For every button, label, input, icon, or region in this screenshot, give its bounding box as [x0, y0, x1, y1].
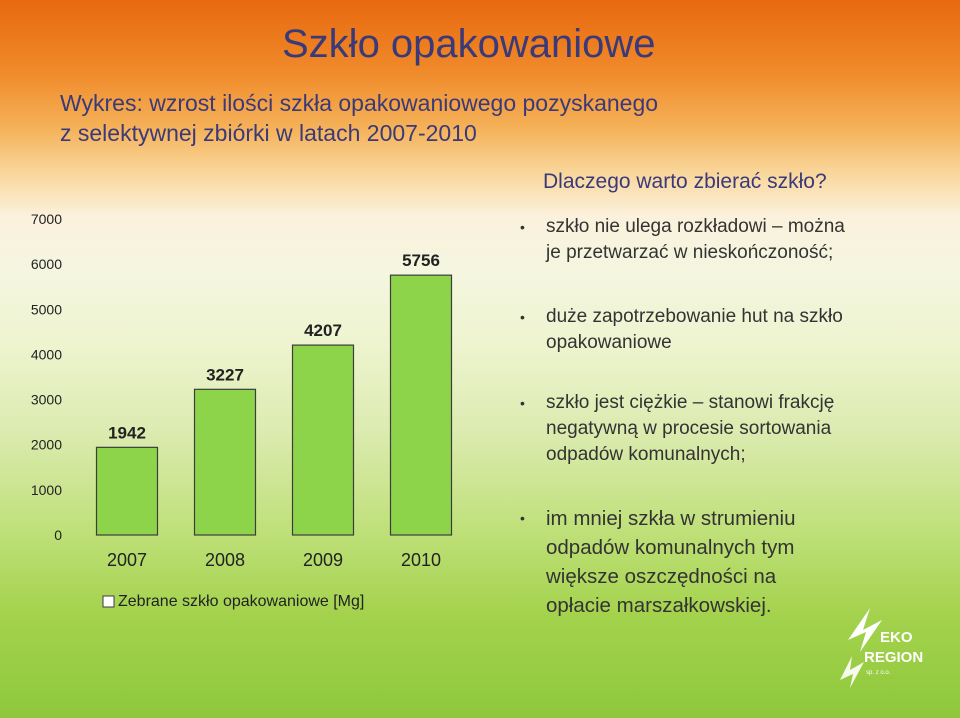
logo-text-eko: EKO [880, 629, 913, 646]
y-tick-label: 3000 [31, 392, 62, 408]
eko-region-logo: EKO REGION sp. z o.o. [840, 608, 923, 688]
panel-heading: Dlaczego warto zbierać szkło? [543, 170, 827, 193]
bullet-dot-icon: • [520, 219, 525, 235]
bullet-4: • im mniej szkła w strumieniu odpadów ko… [520, 504, 940, 620]
bar-data-label: 5756 [402, 251, 440, 270]
bullet-3-line-3: odpadów komunalnych; [546, 444, 746, 465]
bar-data-labels: 1942 3227 4207 5756 [108, 251, 440, 442]
bar-data-label: 1942 [108, 423, 146, 442]
legend-swatch [102, 595, 115, 608]
bullet-2: • duże zapotrzebowanie hut na szkło opak… [520, 304, 940, 356]
bullet-dot-icon: • [520, 309, 525, 325]
bar [389, 274, 453, 536]
subtitle-line-1: Wykres: wzrost ilości szkła opakowaniowe… [60, 90, 659, 116]
leaf-icon [848, 608, 882, 652]
logo-tagline: sp. z o.o. [866, 670, 891, 676]
x-tick-label: 2010 [401, 550, 441, 570]
bullet-1: • szkło nie ulega rozkładowi – można je … [520, 214, 940, 266]
bullet-dot-icon: • [520, 510, 525, 526]
bullet-4-line-3: większe oszczędności na [546, 565, 777, 588]
bar-data-label: 4207 [304, 321, 342, 340]
chart-subtitle: Wykres: wzrost ilości szkła opakowaniowe… [60, 88, 700, 148]
bullet-1-line-2: je przetwarzać w nieskończoność; [546, 242, 834, 263]
bullet-2-line-2: opakowaniowe [546, 332, 672, 353]
y-tick-label: 0 [54, 527, 62, 543]
y-axis-ticks: 0 1000 2000 3000 4000 5000 6000 7000 [31, 211, 62, 543]
bars [95, 274, 453, 536]
bullet-4-line-2: odpadów komunalnych tym [546, 536, 795, 559]
bullet-4-line-4: opłacie marszałkowskiej. [546, 594, 772, 617]
y-tick-label: 1000 [31, 482, 62, 498]
y-tick-label: 5000 [31, 301, 62, 317]
page-title: Szkło opakowaniowe [282, 22, 656, 66]
x-tick-label: 2007 [107, 550, 147, 570]
y-tick-label: 6000 [31, 256, 62, 272]
bar [193, 388, 257, 536]
bar [291, 344, 355, 536]
bar [95, 446, 159, 536]
bullet-1-line-1: szkło nie ulega rozkładowi – można [546, 216, 845, 237]
bullet-3-line-1: szkło jest ciężkie – stanowi frakcję [546, 392, 835, 413]
legend-label: Zebrane szkło opakowaniowe [Mg] [118, 593, 364, 610]
x-axis-ticks: 2007 2008 2009 2010 [107, 550, 441, 570]
y-tick-label: 4000 [31, 346, 62, 362]
x-tick-label: 2008 [205, 550, 245, 570]
bullet-2-line-1: duże zapotrzebowanie hut na szkło [546, 306, 843, 327]
leaf-icon [840, 656, 864, 688]
x-tick-label: 2009 [303, 550, 343, 570]
y-tick-label: 2000 [31, 437, 62, 453]
bar-data-label: 3227 [206, 365, 244, 384]
bullet-3: • szkło jest ciężkie – stanowi frakcję n… [520, 390, 940, 468]
bullet-3-line-2: negatywną w procesie sortowania [546, 418, 832, 439]
bar-chart: 0 1000 2000 3000 4000 5000 6000 7000 1942 3227 42… [31, 211, 453, 610]
legend: Zebrane szkło opakowaniowe [Mg] [102, 593, 364, 610]
y-tick-label: 7000 [31, 211, 62, 227]
subtitle-line-2: z selektywnej zbiórki w latach 2007-2010 [60, 120, 477, 146]
bullet-dot-icon: • [520, 395, 525, 411]
bullet-4-line-1: im mniej szkła w strumieniu [546, 507, 796, 530]
logo-text-region: REGION [864, 649, 923, 666]
